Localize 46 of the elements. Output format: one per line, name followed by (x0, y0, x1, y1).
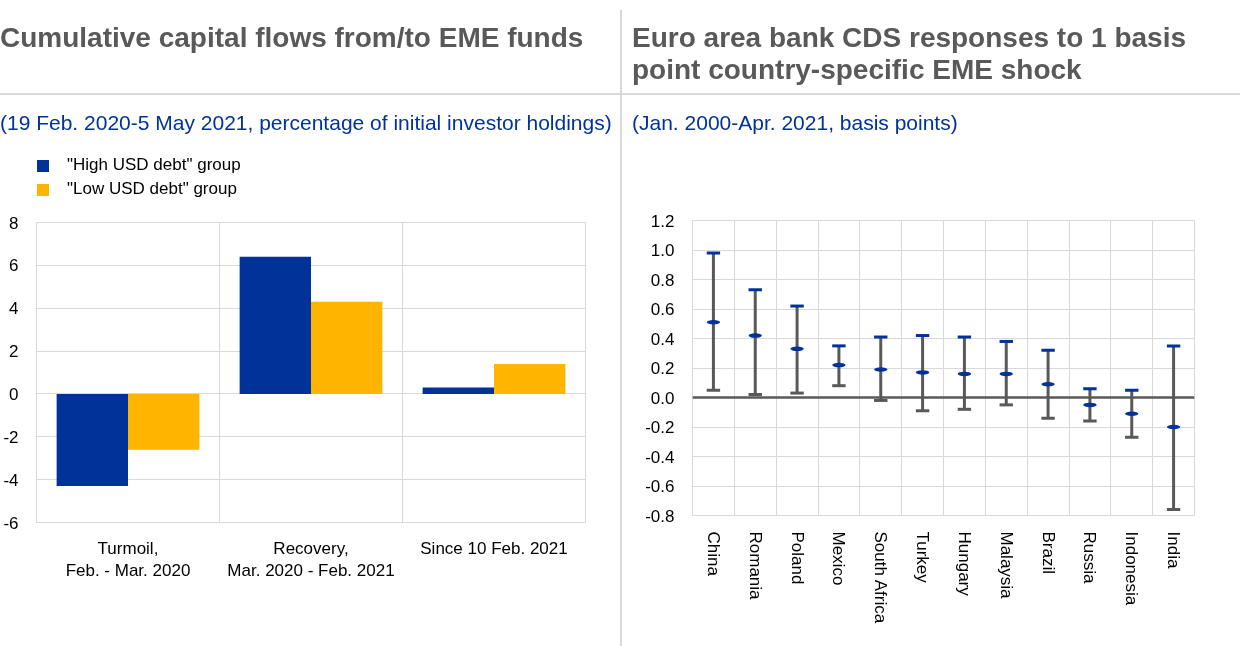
bar (56, 393, 128, 487)
bar (128, 393, 200, 450)
y-tick-label: -0.8 (645, 506, 675, 526)
y-tick-label: -4 (3, 470, 19, 490)
x-tick-label: China (703, 531, 723, 577)
chart-subtitle: (19 Feb. 2020-5 May 2021, percentage of initial investor holdings) (0, 111, 612, 135)
x-tick-label: India (1164, 531, 1184, 569)
x-tick-label: Indonesia (1122, 531, 1142, 606)
y-tick-label: 2 (9, 342, 19, 362)
bar (311, 301, 383, 394)
x-tick-label: Hungary (954, 531, 974, 597)
y-tick-label: 8 (9, 213, 19, 233)
chart-title: Cumulative capital flows from/to EME funds (0, 22, 584, 54)
legend-label: "Low USD debt" group (67, 179, 237, 199)
x-tick-label: South Africa (871, 531, 891, 624)
x-tick-label: Russia (1080, 531, 1100, 585)
y-tick-label: 0.6 (650, 300, 675, 319)
bar (494, 363, 566, 394)
x-tick-label: Romania (745, 531, 765, 601)
y-tick-label: 0.0 (650, 388, 675, 408)
y-tick-label: 4 (9, 299, 19, 319)
y-tick-label: 0.8 (650, 270, 675, 290)
bar (239, 256, 311, 394)
x-tick-label: Turmoil, Feb. - Mar. 2020 (65, 538, 191, 581)
y-tick-label: -2 (3, 427, 19, 447)
x-tick-label: Mexico (829, 531, 849, 586)
x-tick-label: Poland (787, 531, 807, 585)
y-tick-label: -0.2 (645, 418, 675, 437)
y-tick-label: 0.2 (650, 359, 675, 378)
chart-title: Euro area bank CDS responses to 1 basis point country-specific EME shock (632, 22, 1187, 86)
y-tick-label: -6 (3, 513, 19, 533)
y-tick-label: 0 (9, 384, 19, 404)
chart-subtitle: (Jan. 2000-Apr. 2021, basis points) (632, 111, 958, 135)
x-tick-label: Malaysia (996, 531, 1016, 600)
x-tick-label: Since 10 Feb. 2021 (420, 538, 568, 558)
bar (422, 387, 494, 394)
y-tick-label: -0.6 (645, 477, 675, 496)
x-tick-label: Turkey (913, 531, 933, 584)
y-tick-label: 1.0 (650, 241, 675, 260)
y-tick-label: -0.4 (645, 447, 675, 467)
x-tick-label: Recovery, Mar. 2020 - Feb. 2021 (227, 538, 395, 581)
y-tick-label: 1.2 (650, 211, 675, 231)
y-tick-label: 6 (9, 256, 19, 276)
legend-label: "High USD debt" group (67, 155, 241, 175)
x-tick-label: Brazil (1038, 531, 1058, 575)
y-tick-label: 0.4 (650, 329, 675, 349)
